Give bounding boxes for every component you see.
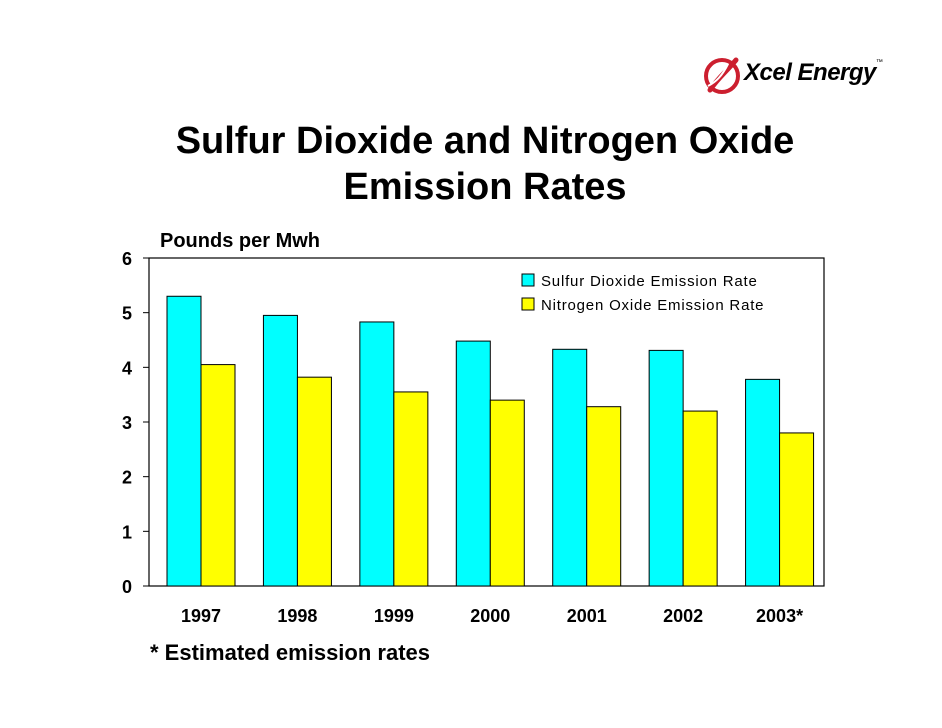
chart-legend: Sulfur Dioxide Emission Rate Nitrogen Oxi…: [521, 273, 764, 314]
x-tick-label: 1997: [181, 606, 221, 626]
bar-nitrogen-oxide: [393, 391, 429, 587]
y-tick-label: 3: [122, 413, 132, 433]
bar-sulfur-dioxide: [745, 378, 781, 587]
y-axis-ticks: 0 1 2 3 4 5 6: [122, 249, 149, 597]
logo-trademark: ™: [875, 59, 883, 66]
y-tick-label: 6: [122, 249, 132, 269]
bar-nitrogen-oxide: [489, 399, 525, 587]
estimate-footnote: * Estimated emission rates: [150, 640, 431, 665]
bar-nitrogen-oxide: [779, 432, 815, 587]
legend-label-sulfur-dioxide: Sulfur Dioxide Emission Rate: [541, 273, 758, 290]
legend-swatch-nitrogen-oxide: [521, 297, 535, 311]
y-tick-label: 0: [122, 577, 132, 597]
y-tick-label: 1: [122, 522, 132, 542]
bar-nitrogen-oxide: [586, 406, 622, 587]
chart-title: Sulfur Dioxide and Nitrogen Oxide Emissi…: [175, 120, 795, 208]
bar-sulfur-dioxide: [262, 314, 298, 587]
y-axis-unit-label: Pounds per Mwh: [160, 230, 320, 252]
x-tick-label: 2001: [567, 606, 607, 626]
bar-nitrogen-oxide: [682, 410, 718, 587]
bar-nitrogen-oxide: [296, 376, 332, 587]
xcel-energy-logo: Xcel Energy™: [704, 56, 884, 98]
x-tick-label: 1998: [277, 606, 317, 626]
bar-sulfur-dioxide: [166, 295, 202, 587]
x-axis-ticks: 1997 1998 1999 2000 2001 2002 2003*: [181, 606, 803, 626]
bar-sulfur-dioxide: [648, 349, 684, 587]
y-tick-label: 2: [122, 468, 132, 488]
y-tick-label: 5: [122, 304, 132, 324]
bar-sulfur-dioxide: [552, 348, 588, 587]
x-tick-label: 1999: [374, 606, 414, 626]
bar-sulfur-dioxide: [455, 340, 491, 587]
bar-sulfur-dioxide: [359, 321, 395, 587]
x-tick-label: 2000: [470, 606, 510, 626]
logo-brand-name: Xcel Energy: [744, 59, 876, 86]
chart-bars: [166, 295, 815, 587]
x-tick-label: 2002: [663, 606, 703, 626]
xcel-energy-logo-mark-icon: [704, 57, 740, 94]
y-tick-label: 4: [122, 358, 132, 378]
x-tick-label: 2003*: [756, 606, 803, 626]
legend-swatch-sulfur-dioxide: [521, 273, 535, 287]
bar-nitrogen-oxide: [200, 364, 236, 587]
logo-brand-text: Xcel Energy™: [744, 59, 883, 87]
legend-label-nitrogen-oxide: Nitrogen Oxide Emission Rate: [541, 297, 764, 314]
